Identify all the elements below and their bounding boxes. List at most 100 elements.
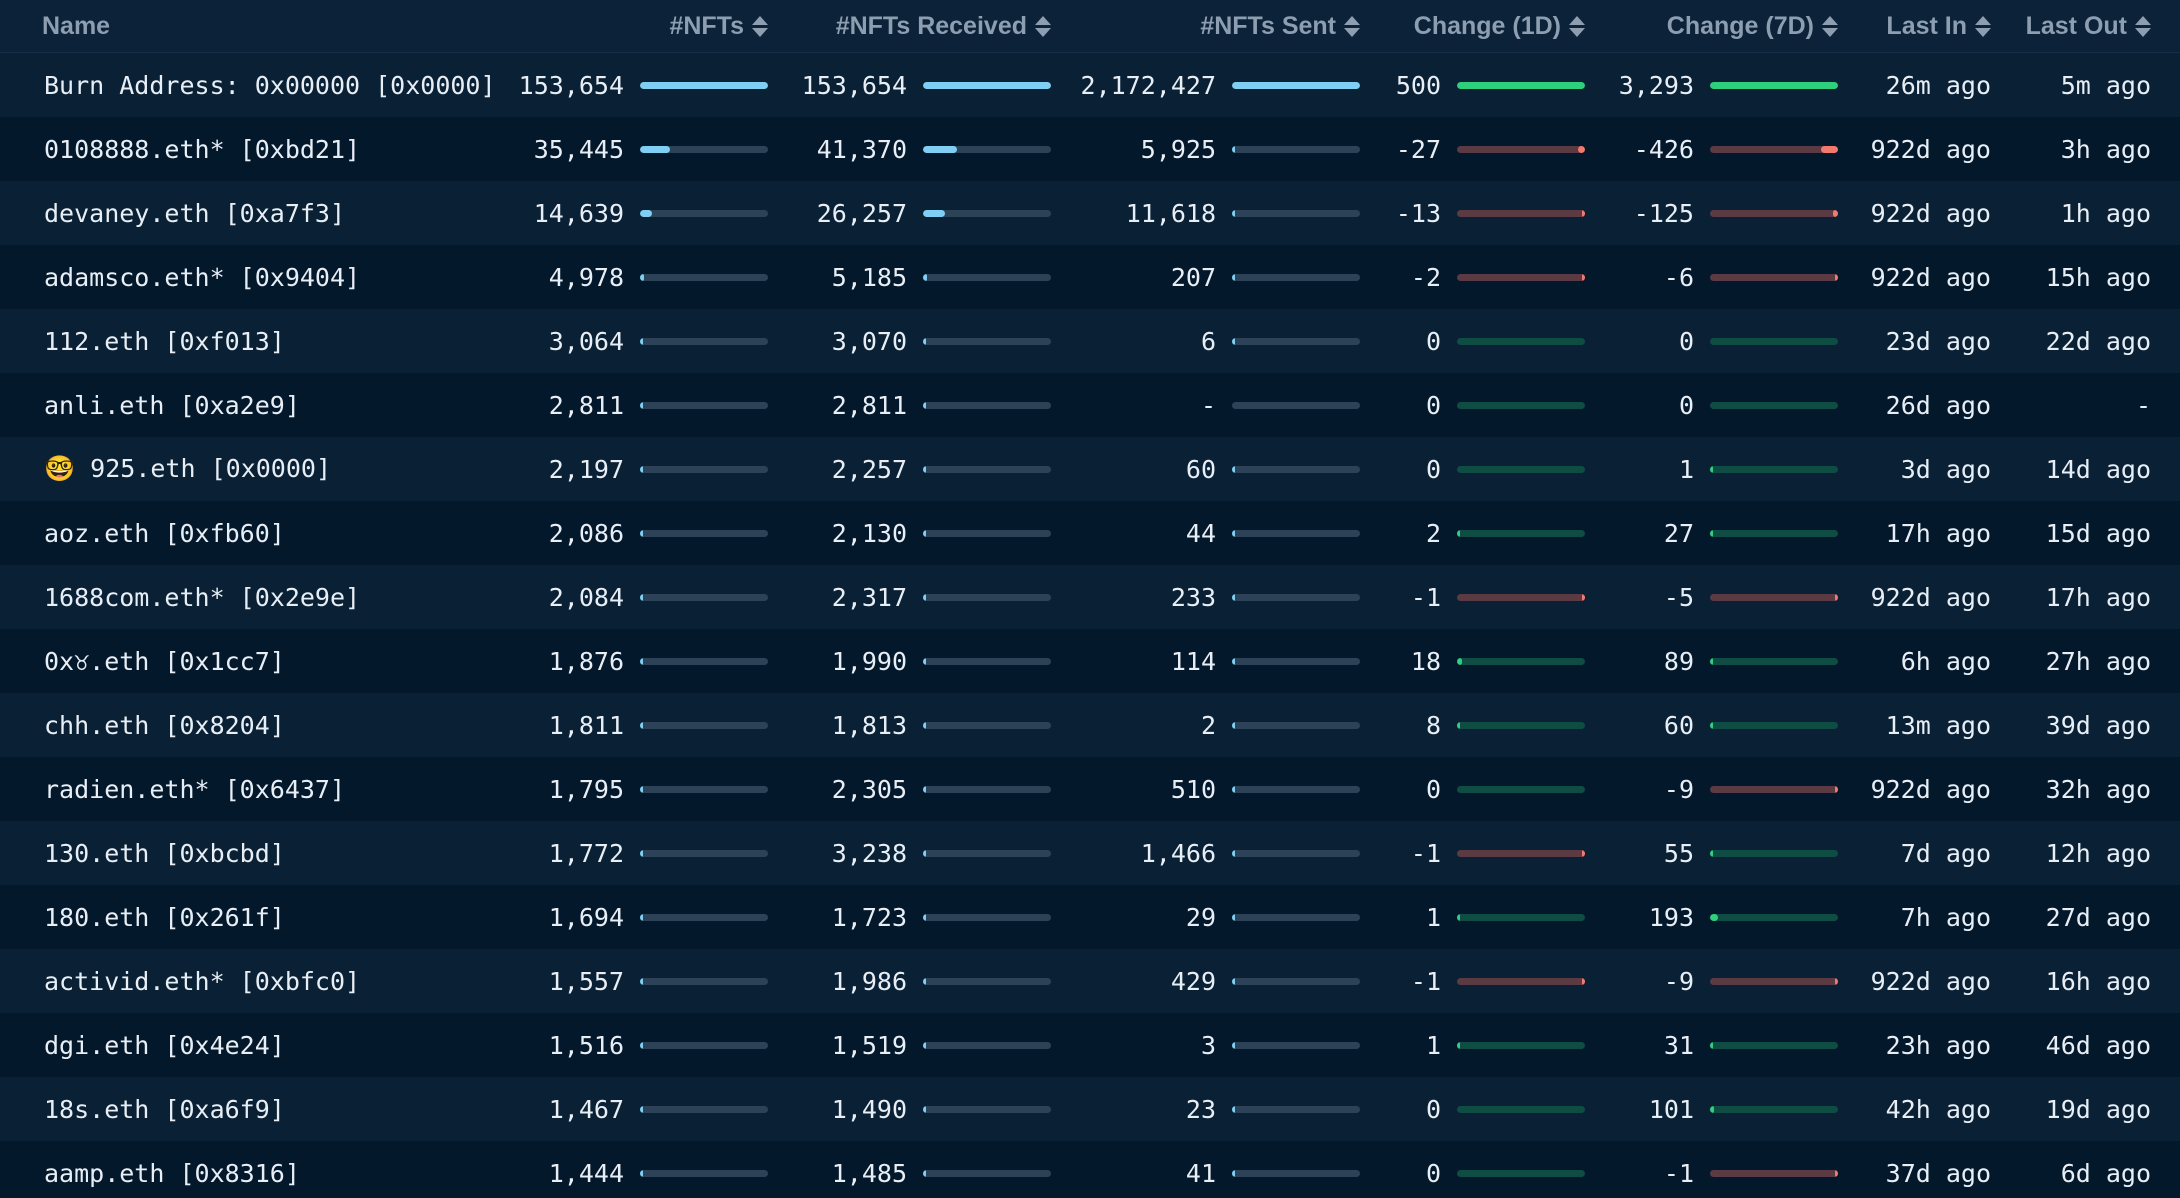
nfts-cell-value: 1,694 (548, 902, 624, 932)
sort-icon[interactable] (1975, 15, 1991, 37)
nfts-cell-bar (640, 657, 768, 665)
holder-name[interactable]: 130.eth [0xbcbd] (44, 838, 285, 868)
holder-name[interactable]: 180.eth [0x261f] (44, 902, 285, 932)
table-row[interactable]: 18s.eth [0xa6f9] 1,467 1,490 23 0 101 42h ago 1… (0, 1077, 2180, 1141)
sent-cell: - (1051, 391, 1360, 420)
sort-icon[interactable] (1035, 15, 1051, 37)
sent-cell-bar (1232, 209, 1360, 217)
sent-cell-bar (1232, 913, 1360, 921)
nfts-cell-value: 14,639 (533, 198, 624, 228)
nfts-cell: 2,197 (495, 455, 768, 484)
received-cell-value: 2,130 (831, 518, 907, 548)
column-header-last-out[interactable]: Last Out (1991, 12, 2151, 41)
table-row[interactable]: activid.eth* [0xbfc0] 1,557 1,986 429 -1 -9 92… (0, 949, 2180, 1013)
table-row[interactable]: 0x♉.eth [0x1cc7] 1,876 1,990 114 18 89 6h ago 2… (0, 629, 2180, 693)
holder-name[interactable]: 18s.eth [0xa6f9] (44, 1094, 285, 1124)
sent-cell-value: 207 (1170, 262, 1216, 292)
received-cell-value: 1,990 (831, 646, 907, 676)
holder-name[interactable]: devaney.eth [0xa7f3] (44, 198, 346, 228)
table-row[interactable]: aamp.eth [0x8316] 1,444 1,485 41 0 -1 37d ago 6… (0, 1141, 2180, 1198)
sent-cell-bar-fill (1232, 977, 1235, 985)
nfts-cell-bar-fill (640, 1105, 643, 1113)
table-row[interactable]: 180.eth [0x261f] 1,694 1,723 29 1 193 7h ago 27… (0, 885, 2180, 949)
sort-icon[interactable] (1822, 15, 1838, 37)
last-out-cell: 15h ago (2045, 262, 2151, 292)
received-cell-value: 2,811 (831, 390, 907, 420)
table-row[interactable]: anli.eth [0xa2e9] 2,811 2,811 - 0 0 26d ago - (0, 373, 2180, 437)
table-row[interactable]: Burn Address: 0x00000 [0x0000] 153,654 153… (0, 53, 2180, 117)
sort-icon[interactable] (1344, 15, 1360, 37)
table-row[interactable]: 0108888.eth* [0xbd21] 35,445 41,370 5,925 -2… (0, 117, 2180, 181)
column-header-received[interactable]: #NFTs Received (768, 12, 1051, 41)
nfts-cell-bar (640, 465, 768, 473)
column-header-last-in[interactable]: Last In (1838, 12, 1991, 41)
table-row[interactable]: radien.eth* [0x6437] 1,795 2,305 510 0 -9 922d… (0, 757, 2180, 821)
last-in-cell: 3d ago (1900, 454, 1991, 484)
received-cell-value: 153,654 (801, 70, 907, 100)
sort-icon[interactable] (1569, 15, 1585, 37)
table-row[interactable]: chh.eth [0x8204] 1,811 1,813 2 8 60 13m ago 39d… (0, 693, 2180, 757)
holder-name[interactable]: dgi.eth [0x4e24] (44, 1030, 285, 1060)
change-1d-cell-value: 18 (1410, 646, 1441, 676)
column-header-change-7d[interactable]: Change (7D) (1585, 12, 1838, 41)
change-7d-cell-bar (1710, 1041, 1838, 1049)
holder-name[interactable]: radien.eth* [0x6437] (44, 774, 346, 804)
received-cell-bar-fill (923, 401, 926, 409)
sort-icon[interactable] (752, 15, 768, 37)
nfts-cell-bar (640, 913, 768, 921)
holder-name[interactable]: Burn Address: 0x00000 [0x0000] (44, 70, 496, 100)
holder-name[interactable]: anli.eth [0xa2e9] (44, 390, 300, 420)
last-out-cell: 5m ago (2060, 70, 2151, 100)
last-out-cell: 27d ago (2045, 902, 2151, 932)
change-1d-cell-bar (1457, 529, 1585, 537)
sent-cell-bar-fill (1232, 273, 1235, 281)
table-row[interactable]: 1688com.eth* [0x2e9e] 2,084 2,317 233 -1 -5 92… (0, 565, 2180, 629)
column-header-sent[interactable]: #NFTs Sent (1051, 12, 1360, 41)
received-cell: 1,519 (768, 1031, 1051, 1060)
column-header-change-1d[interactable]: Change (1D) (1360, 12, 1585, 41)
holder-name[interactable]: 0108888.eth* [0xbd21] (44, 134, 361, 164)
last-out-cell: 14d ago (2045, 454, 2151, 484)
sent-cell-bar-fill (1232, 849, 1235, 857)
change-1d-cell-bar (1457, 1169, 1585, 1177)
table-row[interactable]: 130.eth [0xbcbd] 1,772 3,238 1,466 -1 55 7d ag… (0, 821, 2180, 885)
holder-name[interactable]: 0x♉.eth [0x1cc7] (44, 646, 285, 676)
nfts-cell-bar-fill (640, 465, 643, 473)
nfts-cell-bar-fill (640, 145, 670, 153)
change-7d-cell-value: -6 (1663, 262, 1694, 292)
sent-cell-bar (1232, 401, 1360, 409)
change-1d-cell-value: -1 (1410, 838, 1441, 868)
holder-name[interactable]: 1688com.eth* [0x2e9e] (44, 582, 361, 612)
change-7d-cell-bar (1710, 913, 1838, 921)
holder-name[interactable]: adamsco.eth* [0x9404] (44, 262, 361, 292)
table-row[interactable]: 🤓 925.eth [0x0000] 2,197 2,257 60 0 1 3d ago 14… (0, 437, 2180, 501)
received-cell-bar-fill (923, 273, 928, 281)
holder-name[interactable]: aoz.eth [0xfb60] (44, 518, 285, 548)
sort-icon[interactable] (2135, 15, 2151, 37)
table-row[interactable]: dgi.eth [0x4e24] 1,516 1,519 3 1 31 23h ago 46d… (0, 1013, 2180, 1077)
received-cell-bar (923, 721, 1051, 729)
table-row[interactable]: aoz.eth [0xfb60] 2,086 2,130 44 2 27 17h ago 15… (0, 501, 2180, 565)
table-row[interactable]: 112.eth [0xf013] 3,064 3,070 6 0 0 23d ago 22d … (0, 309, 2180, 373)
sent-cell: 114 (1051, 647, 1360, 676)
column-header-nfts[interactable]: #NFTs (495, 12, 768, 41)
change-7d-cell-value: 193 (1648, 902, 1694, 932)
holder-name[interactable]: activid.eth* [0xbfc0] (44, 966, 361, 996)
change-7d-cell-bar-fill (1710, 721, 1713, 729)
change-7d-cell: 89 (1585, 647, 1838, 676)
received-cell-bar (923, 401, 1051, 409)
holder-name[interactable]: aamp.eth [0x8316] (44, 1158, 300, 1188)
change-7d-cell: 0 (1585, 391, 1838, 420)
sent-cell: 11,618 (1051, 199, 1360, 228)
received-cell: 2,317 (768, 583, 1051, 612)
table-row[interactable]: devaney.eth [0xa7f3] 14,639 26,257 11,618 -1… (0, 181, 2180, 245)
nfts-cell: 1,516 (495, 1031, 768, 1060)
holder-name[interactable]: 112.eth [0xf013] (44, 326, 285, 356)
holder-name[interactable]: 🤓 925.eth [0x0000] (44, 454, 331, 483)
sent-cell-value: 44 (1185, 518, 1216, 548)
nfts-cell-bar-fill (640, 785, 643, 793)
holder-name[interactable]: chh.eth [0x8204] (44, 710, 285, 740)
change-7d-cell-bar-fill (1835, 273, 1838, 281)
table-row[interactable]: adamsco.eth* [0x9404] 4,978 5,185 207 -2 -6 92… (0, 245, 2180, 309)
column-header-name[interactable]: Name (42, 11, 111, 40)
